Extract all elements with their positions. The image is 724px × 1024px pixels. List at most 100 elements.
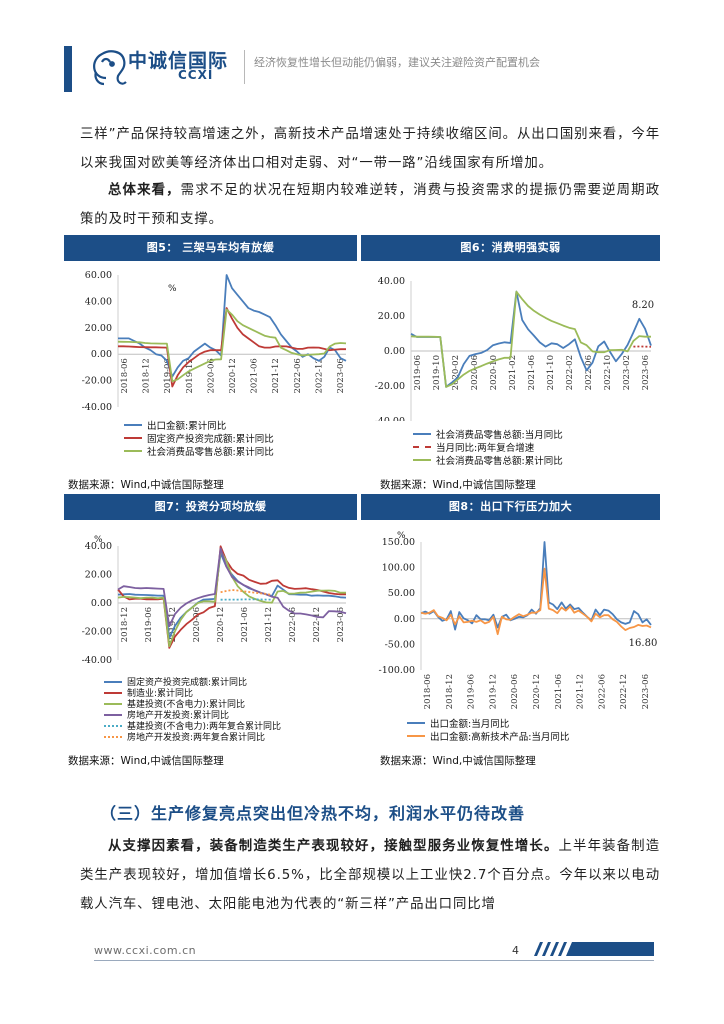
fig7-legend-item: 制造业:累计同比 [104,687,281,699]
fig7-ytick: 0.00 [91,598,112,609]
fig7-xtick: 2021-06 [240,607,250,642]
fig6-xtick: 2022-10 [603,355,613,390]
fig8-chart: 150.00 100.00 50.00 0.00 -50.00 -100.00% 2018-… [361,520,660,746]
fig7-xtick: 2018-12 [120,607,130,642]
fig5-legend-item: 出口金额:累计同比 [124,418,274,432]
fig5-xtick: 2018-12 [142,358,152,393]
fig5-legend-item: 社会消费品零售总额:累计同比 [124,444,274,458]
fig8-legend: 出口金额:当月同比 出口金额:高新技术产品:当月同比 [407,716,570,743]
fig5-ytick: -20.00 [82,376,112,387]
fig8-xtick: 2022-06 [597,674,607,709]
fig6-xtick: 2020-10 [489,355,499,390]
report-title: 经济恢复性增长但动能仍偏弱，建议关注避险资产配置机会 [254,56,540,69]
fig6-legend-label: 社会消费品零售总额:累计同比 [436,455,563,467]
fig7-plot: 40.00 20.00 0.00 -20.00 -40.00% 2018-12 2019-0… [82,535,347,666]
fig5-xtick: 2020-12 [228,358,238,393]
fig8-xtick: 2019-12 [488,674,498,709]
logo-text-cn: 中诚信国际 [128,50,229,72]
fig7-xtick: 2019-12 [168,607,178,642]
fig7-ytick: 40.00 [85,541,112,552]
fig8-xtick: 2018-12 [445,674,455,709]
fig8-plot: 150.00 100.00 50.00 0.00 -50.00 -100.00% 2018-… [379,531,658,709]
header-separator [244,50,245,84]
fig7-xtick: 2019-06 [144,607,154,642]
fig5-source: 数据来源：Wind,中诚信国际整理 [68,479,224,491]
fig6-annotation: 8.20 [632,300,654,311]
fig6-xtick: 2023-02 [622,355,632,390]
fig7-xtick: 2023-06 [336,607,346,642]
fig6-ytick: -40.00 [375,416,405,421]
fig6-xtick: 2022-06 [584,355,594,390]
fig5-legend-label: 出口金额:累计同比 [147,420,227,432]
fig6-ytick: 20.00 [378,311,405,322]
fig5-ytick: 40.00 [85,296,112,307]
fig5-ylabel: % [168,284,177,294]
fig5-xtick: 2022-06 [293,358,303,393]
fig6-chart: 40.00 20.00 0.00 -20.00 -40.00 2019-06 2019-10… [361,261,660,473]
fig6-xtick: 2023-06 [641,355,651,390]
fig8-xtick: 2020-06 [510,674,520,709]
fig7-legend-label: 基建投资(不含电力):两年复合累计同比 [127,722,282,732]
fig6-xtick: 2022-02 [565,355,575,390]
fig7-xtick: 2022-12 [312,607,322,642]
fig8-ylabel: % [397,531,406,541]
fig6-ytick: 40.00 [378,276,405,287]
fig7-chart: 40.00 20.00 0.00 -20.00 -40.00% 2018-12 2019-0… [64,520,357,746]
fig5-chart: 60.00 40.00 20.00 0.00 -20.00 -40.00% 2018-06 2… [64,261,357,473]
fig6-xtick: 2021-02 [508,355,518,390]
paragraph-summary-lead: 总体来看， [108,183,181,198]
fig8-xtick: 2023-06 [641,674,651,709]
fig6-source: 数据来源：Wind,中诚信国际整理 [380,479,536,491]
paragraph-production-text: 上半年装备制造类生产表现较好，增加值增长6.5%，比全部规模以上工业快2.7个百… [80,839,660,912]
fig7-xtick: 2020-12 [216,607,226,642]
fig8-title: 图8：出口下行压力加大 [361,494,660,520]
fig8-ytick: -100.00 [379,665,415,676]
fig5-legend-label: 固定资产投资完成额:累计同比 [147,433,274,445]
fig7-xtick: 2021-12 [264,607,274,642]
fig5-legend: 出口金额:累计同比 固定资产投资完成额:累计同比 社会消费品零售总额:累计同比 [124,418,274,458]
footer-url[interactable]: www.ccxi.com.cn [94,944,197,957]
page-number: 4 [512,944,519,957]
fig7-ytick: 20.00 [85,570,112,581]
fig8-source: 数据来源：Wind,中诚信国际整理 [380,755,536,767]
fig7-xtick: 2020-06 [192,607,202,642]
fig6-series-line [410,290,651,388]
fig5-ytick: 20.00 [85,323,112,334]
fig8-xtick: 2019-06 [467,674,477,709]
fig8-ytick: 100.00 [382,563,415,574]
fig5-xtick: 2023-06 [336,358,346,393]
fig7-legend-label: 基建投资(不含电力):累计同比 [127,700,246,710]
fig5-xtick: 2021-06 [250,358,260,393]
logo-text-en: CCXI [178,68,214,82]
fig8-series-line [420,541,652,631]
fig7-ytick: -40.00 [82,655,112,666]
fig6-xtick: 2019-10 [432,355,442,390]
fig7-legend-item: 基建投资(不含电力):两年复合累计同比 [104,720,282,732]
footer-stripes-icon [534,942,654,956]
fig8-series-line [420,567,652,636]
fig6-ytick: 0.00 [384,346,405,357]
fig6-legend-item: 当月同比:两年复合增速 [413,440,563,454]
fig5-plot: 60.00 40.00 20.00 0.00 -20.00 -40.00% 2018-06 2… [82,270,347,411]
fig5-legend-item: 固定资产投资完成额:累计同比 [124,431,274,445]
fig8-legend-item: 出口金额:当月同比 [407,716,569,730]
fig5-series-line [117,308,347,383]
fig8-annotation: 16.80 [629,638,658,649]
paragraph-production: 从支撑因素看，装备制造类生产表现较好，接触型服务业恢复性增长。上半年装备制造类生… [80,832,660,919]
fig7-legend-item: 基建投资(不含电力):累计同比 [104,698,281,710]
fig7-legend-label: 房地产开发投资:累计同比 [127,711,230,721]
fig8-ytick: 0.00 [394,614,415,625]
fig5-xtick: 2018-06 [120,358,130,393]
fig5-series-line [118,307,346,388]
fig8-legend-label: 出口金额:高新技术产品:当月同比 [430,731,570,743]
fig6-legend-item: 社会消费品零售总额:当月同比 [413,427,563,441]
fig7-ytick: -20.00 [82,627,112,638]
fig6-ytick: -20.00 [375,381,405,392]
paragraph-exports: 三样”产品保持较高增速之外，高新技术产品增速处于持续收缩区间。从出口国别来看，今… [80,120,660,178]
fig8-xtick: 2021-06 [554,674,564,709]
fig6-legend-label: 当月同比:两年复合增速 [436,442,535,454]
fig6-xtick: 2021-10 [546,355,556,390]
fig8-xtick: 2021-12 [576,674,586,709]
fig5-xtick: 2021-12 [271,358,281,393]
elephant-logo-icon [93,50,127,86]
